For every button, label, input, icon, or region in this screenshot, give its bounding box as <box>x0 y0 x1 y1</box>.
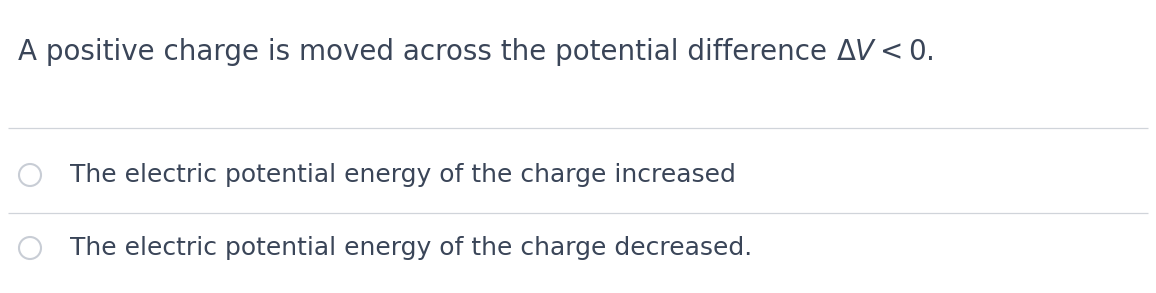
Text: The electric potential energy of the charge increased: The electric potential energy of the cha… <box>71 163 736 187</box>
Text: The electric potential energy of the charge decreased.: The electric potential energy of the cha… <box>71 236 753 260</box>
Text: $\Delta V < 0$.: $\Delta V < 0$. <box>836 38 933 66</box>
Text: A positive charge is moved across the potential difference: A positive charge is moved across the po… <box>18 38 836 66</box>
